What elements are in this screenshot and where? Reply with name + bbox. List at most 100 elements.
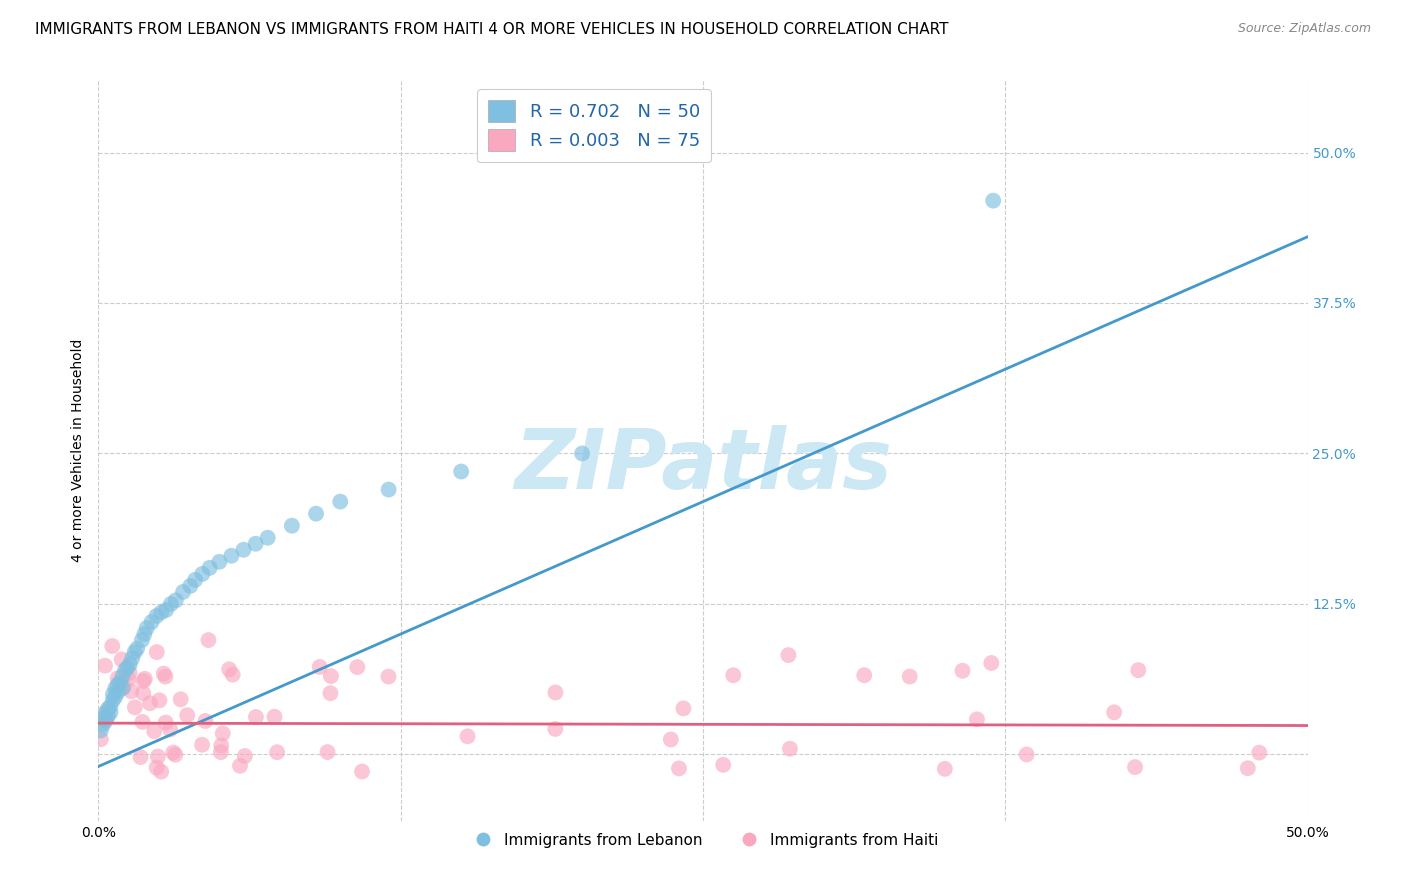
Point xyxy=(118,672,141,686)
Point xyxy=(160,597,183,611)
Point xyxy=(672,701,695,715)
Point xyxy=(141,615,163,629)
Point xyxy=(209,739,232,753)
Point xyxy=(90,732,112,747)
Point xyxy=(121,651,143,665)
Point xyxy=(256,531,278,545)
Point xyxy=(118,665,141,680)
Point xyxy=(1236,761,1258,775)
Point xyxy=(145,645,167,659)
Point xyxy=(544,685,567,699)
Point xyxy=(118,657,141,672)
Point xyxy=(134,672,156,686)
Point xyxy=(232,542,254,557)
Point xyxy=(111,652,134,666)
Point xyxy=(934,762,956,776)
Point xyxy=(148,693,170,707)
Point xyxy=(94,658,117,673)
Point xyxy=(159,723,181,737)
Point xyxy=(100,706,122,720)
Point xyxy=(139,696,162,710)
Point xyxy=(94,706,117,721)
Point xyxy=(94,706,117,720)
Point xyxy=(218,662,240,676)
Point xyxy=(129,750,152,764)
Point xyxy=(1123,760,1146,774)
Point xyxy=(723,668,745,682)
Point xyxy=(145,761,167,775)
Point xyxy=(377,483,399,497)
Point xyxy=(155,715,177,730)
Point xyxy=(305,507,328,521)
Point xyxy=(377,669,399,683)
Point xyxy=(104,690,127,704)
Point xyxy=(108,675,131,690)
Point xyxy=(120,684,142,698)
Text: Source: ZipAtlas.com: Source: ZipAtlas.com xyxy=(1237,22,1371,36)
Point xyxy=(179,579,201,593)
Point xyxy=(131,714,153,729)
Point xyxy=(150,606,173,620)
Point xyxy=(1102,706,1125,720)
Point xyxy=(114,663,136,677)
Point xyxy=(329,494,352,508)
Point xyxy=(165,593,187,607)
Point xyxy=(245,710,267,724)
Point xyxy=(221,549,243,563)
Point xyxy=(172,585,194,599)
Point xyxy=(319,669,342,683)
Point xyxy=(110,678,132,692)
Point xyxy=(966,712,988,726)
Point xyxy=(229,759,252,773)
Point xyxy=(101,639,124,653)
Point xyxy=(778,648,800,662)
Point xyxy=(898,669,921,683)
Point xyxy=(711,757,734,772)
Point xyxy=(1128,663,1150,677)
Point xyxy=(165,747,187,762)
Point xyxy=(107,685,129,699)
Point xyxy=(209,745,232,759)
Point xyxy=(198,561,221,575)
Point xyxy=(346,660,368,674)
Point xyxy=(668,761,690,775)
Point xyxy=(571,446,593,460)
Point xyxy=(544,722,567,736)
Point xyxy=(350,764,373,779)
Point xyxy=(1249,746,1271,760)
Point xyxy=(155,670,177,684)
Point xyxy=(131,633,153,648)
Point xyxy=(100,699,122,714)
Point xyxy=(981,194,1004,208)
Point xyxy=(221,667,243,681)
Point xyxy=(308,660,330,674)
Point xyxy=(97,701,120,715)
Point xyxy=(980,656,1002,670)
Point xyxy=(155,603,177,617)
Point xyxy=(191,566,214,581)
Y-axis label: 4 or more Vehicles in Household: 4 or more Vehicles in Household xyxy=(72,339,86,562)
Point xyxy=(152,666,174,681)
Point xyxy=(162,746,184,760)
Point xyxy=(91,717,114,731)
Point xyxy=(233,749,256,764)
Point xyxy=(132,686,155,700)
Point xyxy=(316,745,339,759)
Point xyxy=(101,693,124,707)
Point xyxy=(91,711,114,725)
Point xyxy=(263,710,285,724)
Point xyxy=(150,764,173,779)
Point xyxy=(952,664,974,678)
Point xyxy=(281,518,304,533)
Point xyxy=(127,641,149,656)
Point xyxy=(101,687,124,701)
Point xyxy=(319,686,342,700)
Text: ZIPatlas: ZIPatlas xyxy=(515,425,891,506)
Point xyxy=(111,669,134,683)
Point xyxy=(97,709,120,723)
Point xyxy=(124,645,146,659)
Point xyxy=(191,738,214,752)
Point xyxy=(132,673,155,688)
Legend: Immigrants from Lebanon, Immigrants from Haiti: Immigrants from Lebanon, Immigrants from… xyxy=(461,827,945,854)
Point xyxy=(853,668,876,682)
